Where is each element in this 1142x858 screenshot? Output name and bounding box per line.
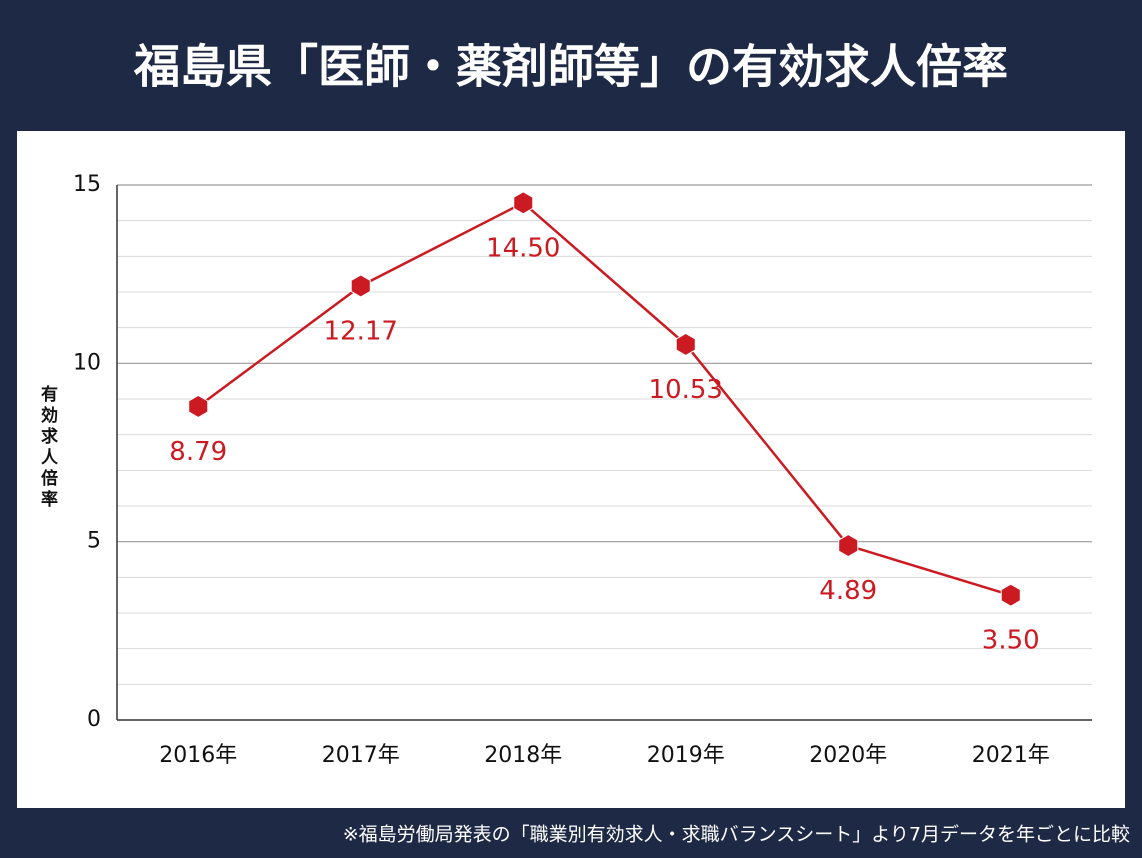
point-marker (188, 394, 209, 419)
point-marker (350, 274, 371, 298)
y-tick-label: 10 (73, 350, 101, 375)
chart-title: 福島県「医師・薬剤師等」の有効求人倍率 (133, 40, 1008, 94)
point-marker (513, 191, 534, 215)
footnote: ※福島労働局発表の「職業別有効求人・求職バランスシート」より7月データを年ごとに… (343, 824, 1130, 846)
data-label: 14.50 (486, 233, 560, 263)
x-tick-label: 2017年 (322, 743, 400, 768)
point-marker (1000, 583, 1021, 607)
y-tick-label: 5 (87, 529, 101, 554)
data-label: 8.79 (169, 437, 227, 467)
x-tick-label: 2018年 (484, 743, 562, 768)
x-tick-label: 2016年 (159, 743, 237, 768)
x-tick-label: 2019年 (647, 743, 725, 768)
x-tick-label: 2020年 (809, 743, 887, 768)
y-axis-label: 有効求人倍率 (37, 384, 58, 511)
plot-panel (17, 131, 1125, 808)
y-tick-label: 0 (87, 707, 101, 732)
point-marker (675, 332, 696, 357)
data-label: 10.53 (649, 375, 723, 405)
y-tick-label: 15 (73, 172, 101, 197)
point-marker (838, 534, 859, 558)
data-label: 4.89 (819, 576, 877, 606)
data-label: 3.50 (982, 626, 1040, 656)
x-tick-label: 2021年 (972, 743, 1050, 768)
data-label: 12.17 (324, 316, 398, 346)
series-line (197, 201, 1012, 597)
